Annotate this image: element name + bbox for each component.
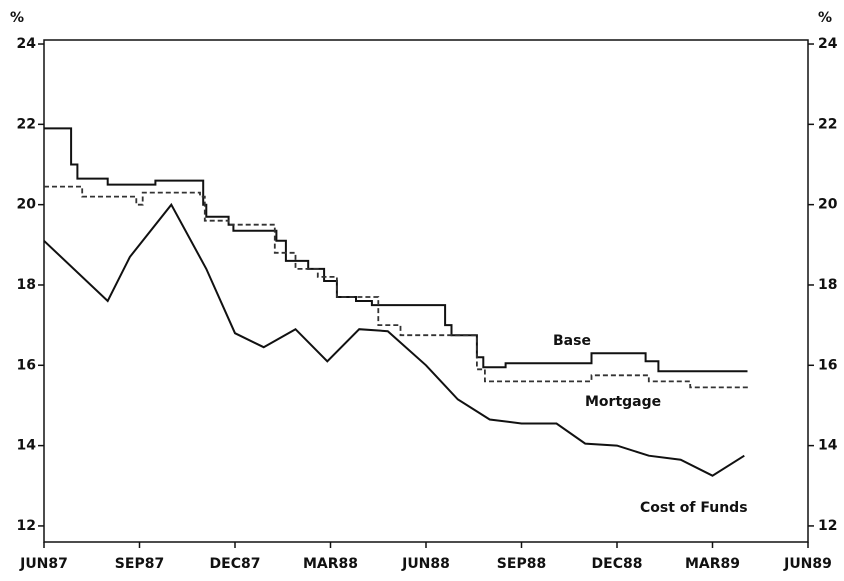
x-tick-label: MAR88	[303, 556, 358, 572]
series-label: Mortgage	[585, 394, 661, 410]
x-tick-label: SEP88	[497, 556, 546, 572]
y2-axis-label: %	[818, 10, 832, 26]
series-label: Base	[553, 333, 591, 349]
x-tick-label: JUN88	[401, 556, 450, 572]
y2-tick-label: 14	[818, 438, 838, 454]
x-tick-label: JUN89	[783, 556, 832, 572]
y-tick-label: 14	[17, 438, 37, 454]
series-line	[43, 202, 745, 477]
y2-tick-label: 24	[818, 36, 838, 52]
y-tick-label: 16	[17, 357, 36, 373]
series-line	[44, 127, 748, 373]
series-line	[44, 185, 751, 389]
x-tick-label: DEC87	[210, 556, 261, 572]
x-tick-label: JUN87	[19, 556, 68, 572]
y2-tick-label: 22	[818, 116, 837, 132]
y-tick-label: 18	[17, 277, 36, 293]
y-tick-label: 12	[17, 518, 36, 534]
y-axis-label: %	[10, 10, 24, 26]
x-tick-label: SEP87	[115, 556, 164, 572]
y-tick-label: 22	[17, 116, 36, 132]
series-label: Cost of Funds	[640, 500, 748, 516]
x-tick-label: DEC88	[592, 556, 643, 572]
y2-tick-label: 12	[818, 518, 837, 534]
x-tick-label: MAR89	[685, 556, 740, 572]
y2-tick-label: 18	[818, 277, 837, 293]
y-tick-label: 20	[17, 197, 37, 213]
y2-tick-label: 16	[818, 357, 837, 373]
y2-tick-label: 20	[818, 197, 838, 213]
y-tick-label: 24	[17, 36, 37, 52]
